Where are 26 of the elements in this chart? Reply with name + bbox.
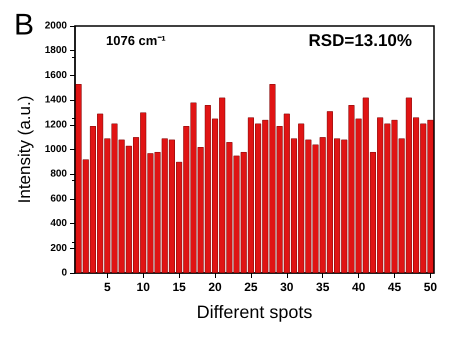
y-axis-title: Intensity (a.u.) [15, 96, 34, 204]
y-tick-label: 400 [50, 218, 68, 230]
y-tick-label: 1400 [44, 94, 68, 106]
x-tick-label: 5 [104, 280, 111, 294]
y-tick-label: 600 [50, 193, 68, 204]
x-tick-label: 50 [424, 280, 438, 294]
x-tick-label: 40 [352, 280, 366, 294]
x-tick-label: 35 [316, 280, 330, 294]
x-tick-label: 10 [136, 280, 150, 294]
y-tick-label: 1600 [44, 70, 68, 81]
annotation: RSD=13.10% [308, 31, 412, 50]
x-axis-title: Different spots [196, 302, 312, 322]
y-tick-label: 0 [61, 268, 68, 278]
y-tick-label: 800 [50, 168, 68, 180]
x-tick-label: 25 [244, 280, 258, 294]
y-tick-label: 2000 [44, 20, 68, 32]
x-tick-label: 20 [208, 280, 222, 294]
text: B [14, 8, 34, 42]
y-tick-label: 1200 [44, 119, 68, 130]
annotation: 1076 cm⁻¹ [106, 33, 166, 48]
y-tick-label: 1000 [44, 144, 68, 155]
y-tick-label: 1800 [44, 45, 68, 56]
x-tick-label: 15 [172, 280, 186, 294]
x-tick-label: 30 [280, 280, 294, 294]
y-tick-label: 200 [50, 242, 68, 254]
x-tick-label: 45 [388, 280, 402, 294]
